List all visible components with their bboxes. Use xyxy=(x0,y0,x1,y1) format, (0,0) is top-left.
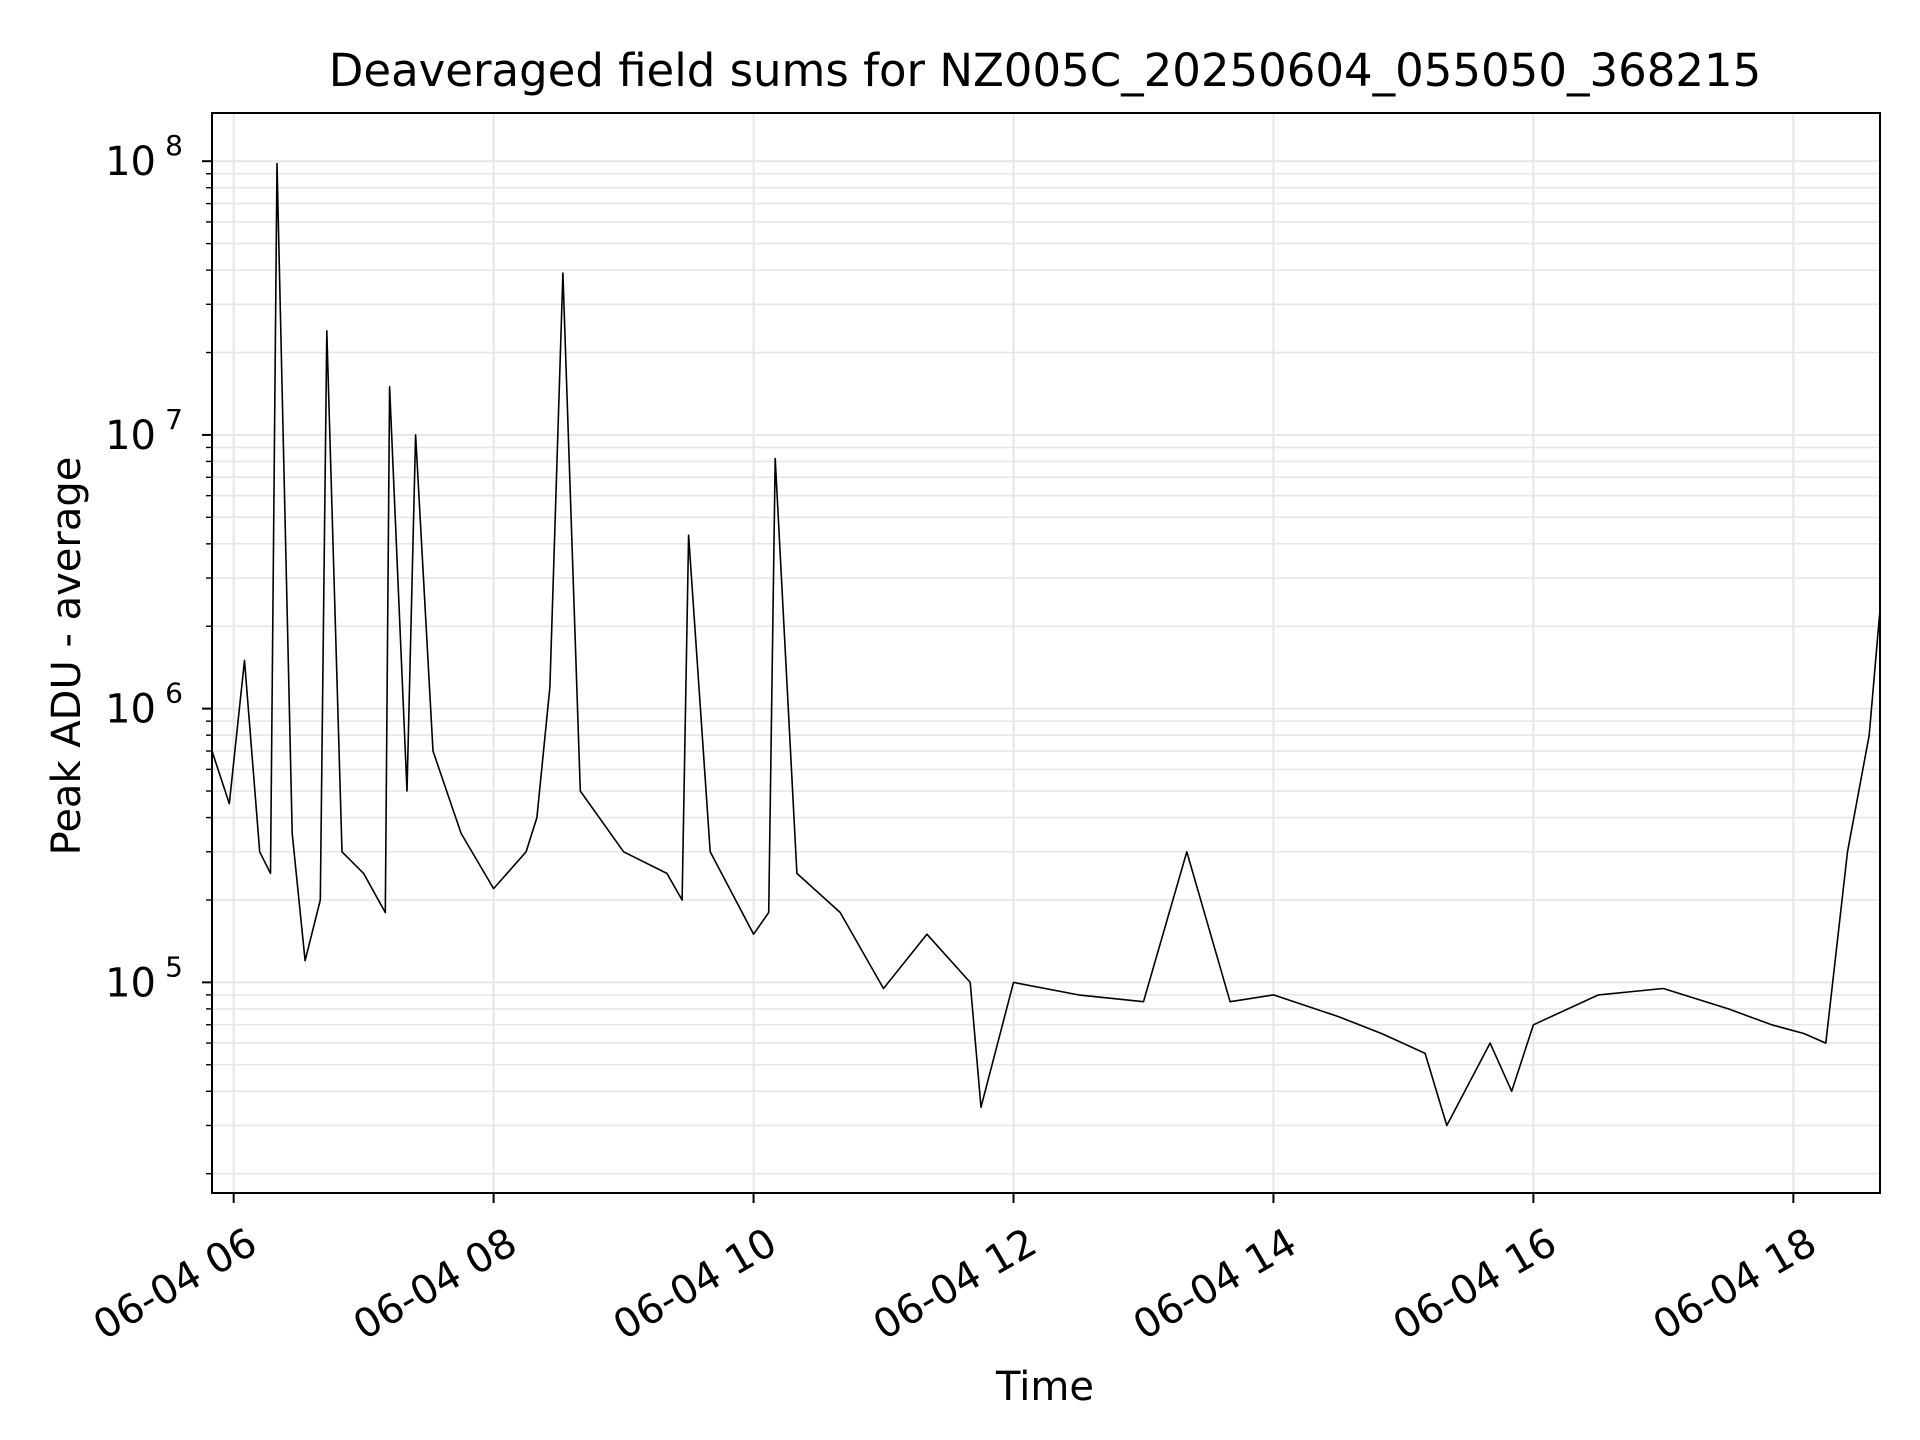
y-tick-label: 10 xyxy=(105,687,156,733)
data-series xyxy=(211,162,1881,1127)
y-tick-exponent: 6 xyxy=(165,677,183,710)
grid-lines xyxy=(212,113,1880,1193)
chart-title: Deaveraged field sums for NZ005C_2025060… xyxy=(329,44,1761,97)
y-tick-exponent: 8 xyxy=(165,129,183,162)
x-axis-label: Time xyxy=(995,1364,1094,1410)
y-tick-label: 10 xyxy=(105,139,156,185)
y-tick-exponent: 7 xyxy=(165,403,183,436)
plot-frame xyxy=(211,112,1881,1194)
y-tick-exponent: 5 xyxy=(165,950,183,983)
series-line xyxy=(211,162,1881,1127)
y-tick-label: 10 xyxy=(105,413,156,459)
axis-ticks xyxy=(202,160,1795,1203)
y-axis-label: Peak ADU - average xyxy=(44,457,90,856)
y-tick-label: 10 xyxy=(105,960,156,1006)
